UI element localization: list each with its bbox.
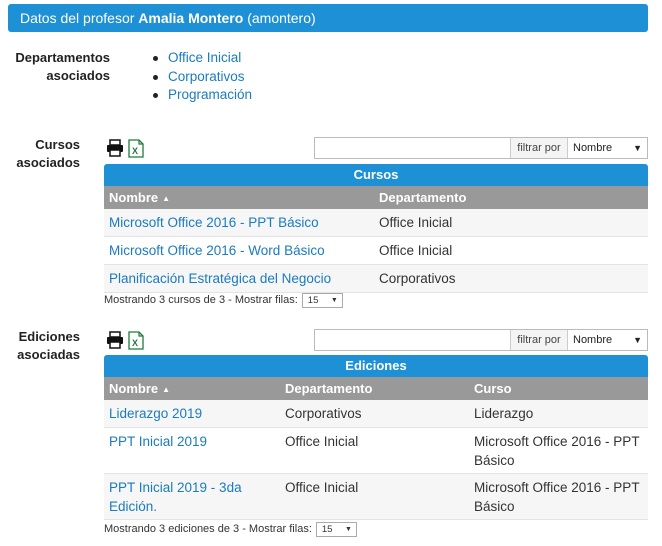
excel-icon[interactable]: X bbox=[128, 331, 144, 350]
edicion-link[interactable]: Liderazgo 2019 bbox=[109, 406, 203, 421]
chevron-down-icon: ▼ bbox=[633, 143, 642, 153]
ediciones-filter: filtrar por Nombre ▼ bbox=[314, 329, 648, 351]
table-row: PPT Inicial 2019 Office Inicial Microsof… bbox=[104, 428, 648, 474]
cursos-table-header: Nombre ▲ Departamento bbox=[104, 186, 648, 209]
table-row: Microsoft Office 2016 - PPT Básico Offic… bbox=[104, 209, 648, 237]
cursos-filter: filtrar por Nombre ▼ bbox=[314, 137, 648, 159]
edicion-link[interactable]: PPT Inicial 2019 - 3da Edición. bbox=[109, 480, 242, 514]
cursos-filter-select[interactable]: Nombre ▼ bbox=[568, 138, 647, 158]
curso-cell: Microsoft Office 2016 - PPT Básico bbox=[474, 434, 640, 468]
excel-icon[interactable]: X bbox=[128, 139, 144, 158]
cursos-table-caption: Cursos bbox=[104, 164, 648, 186]
departamento-cell: Office Inicial bbox=[285, 434, 359, 449]
edicion-link[interactable]: PPT Inicial 2019 bbox=[109, 434, 208, 449]
departamento-link[interactable]: Corporativos bbox=[168, 68, 245, 84]
departamentos-label: Departamentos asociados bbox=[15, 50, 110, 83]
col-departamento[interactable]: Departamento bbox=[285, 381, 373, 396]
col-departamento[interactable]: Departamento bbox=[379, 190, 467, 205]
sort-asc-icon: ▲ bbox=[162, 385, 171, 394]
departamento-link[interactable]: Office Inicial bbox=[168, 50, 242, 65]
ediciones-filter-select[interactable]: Nombre ▼ bbox=[568, 330, 647, 350]
chevron-down-icon: ▼ bbox=[344, 525, 352, 533]
curso-cell: Microsoft Office 2016 - PPT Básico bbox=[474, 480, 640, 514]
col-nombre[interactable]: Nombre ▲ bbox=[109, 381, 171, 396]
ediciones-table-header: Nombre ▲ Departamento Curso bbox=[104, 377, 648, 400]
teacher-name: Amalia Montero bbox=[138, 10, 244, 26]
sort-asc-icon: ▲ bbox=[162, 194, 171, 203]
header-prefix: Datos del profesor bbox=[20, 10, 135, 26]
teacher-header: Datos del profesor Amalia Montero (amont… bbox=[8, 4, 648, 32]
departamento-link[interactable]: Programación bbox=[168, 87, 253, 102]
departamento-cell: Corporativos bbox=[285, 406, 362, 421]
ediciones-table: Ediciones Nombre ▲ Departamento Curso Lid… bbox=[104, 355, 648, 520]
ediciones-table-caption: Ediciones bbox=[104, 355, 648, 377]
print-icon[interactable] bbox=[106, 139, 124, 157]
col-curso[interactable]: Curso bbox=[474, 381, 512, 396]
ediciones-filter-label: filtrar por bbox=[511, 330, 568, 350]
cursos-label: Cursos asociados bbox=[16, 137, 80, 170]
cursos-pagination: Mostrando 3 cursos de 3 - Mostrar filas:… bbox=[104, 292, 343, 308]
chevron-down-icon: ▼ bbox=[330, 296, 338, 304]
print-icon[interactable] bbox=[106, 331, 124, 349]
chevron-down-icon: ▼ bbox=[633, 335, 642, 345]
departamento-cell: Office Inicial bbox=[285, 480, 359, 495]
curso-link[interactable]: Microsoft Office 2016 - PPT Básico bbox=[109, 215, 319, 230]
table-row: PPT Inicial 2019 - 3da Edición. Office I… bbox=[104, 474, 648, 520]
cursos-filter-label: filtrar por bbox=[511, 138, 568, 158]
ediciones-label: Ediciones asociadas bbox=[17, 329, 80, 362]
ediciones-rows-select[interactable]: 15 ▼ bbox=[315, 521, 357, 537]
departamento-item[interactable]: Programación bbox=[150, 86, 252, 105]
departamentos-list: Office Inicial Corporativos Programación bbox=[150, 49, 252, 105]
table-row: Microsoft Office 2016 - Word Básico Offi… bbox=[104, 237, 648, 265]
edicion-link-wrap[interactable]: PPT Inicial 2019 - 3da Edición. bbox=[104, 479, 280, 519]
cursos-rows-select[interactable]: 15 ▼ bbox=[301, 292, 343, 308]
departamento-item[interactable]: Office Inicial bbox=[150, 49, 252, 68]
table-row: Liderazgo 2019 Corporativos Liderazgo bbox=[104, 400, 648, 428]
cursos-table: Cursos Nombre ▲ Departamento Microsoft Of… bbox=[104, 164, 648, 293]
curso-link[interactable]: Microsoft Office 2016 - Word Básico bbox=[109, 243, 325, 258]
departamento-cell: Corporativos bbox=[379, 271, 456, 286]
curso-link[interactable]: Planificación Estratégica del Negocio bbox=[109, 271, 332, 286]
cursos-filter-input[interactable] bbox=[315, 138, 511, 158]
curso-cell: Liderazgo bbox=[474, 406, 534, 421]
col-nombre[interactable]: Nombre ▲ bbox=[109, 190, 171, 205]
ediciones-toolbar: X bbox=[106, 331, 150, 351]
departamento-cell: Office Inicial bbox=[379, 215, 453, 230]
ediciones-count-text: Mostrando 3 ediciones de 3 - Mostrar fil… bbox=[104, 523, 312, 535]
teacher-username: (amontero) bbox=[247, 10, 316, 26]
table-row: Planificación Estratégica del Negocio Co… bbox=[104, 265, 648, 293]
svg-text:X: X bbox=[132, 146, 138, 156]
cursos-count-text: Mostrando 3 cursos de 3 - Mostrar filas: bbox=[104, 294, 298, 306]
departamento-cell: Office Inicial bbox=[379, 243, 453, 258]
departamento-item[interactable]: Corporativos bbox=[150, 68, 252, 87]
ediciones-filter-input[interactable] bbox=[315, 330, 511, 350]
svg-text:X: X bbox=[132, 338, 138, 348]
ediciones-pagination: Mostrando 3 ediciones de 3 - Mostrar fil… bbox=[104, 521, 357, 537]
cursos-toolbar: X bbox=[106, 139, 150, 159]
